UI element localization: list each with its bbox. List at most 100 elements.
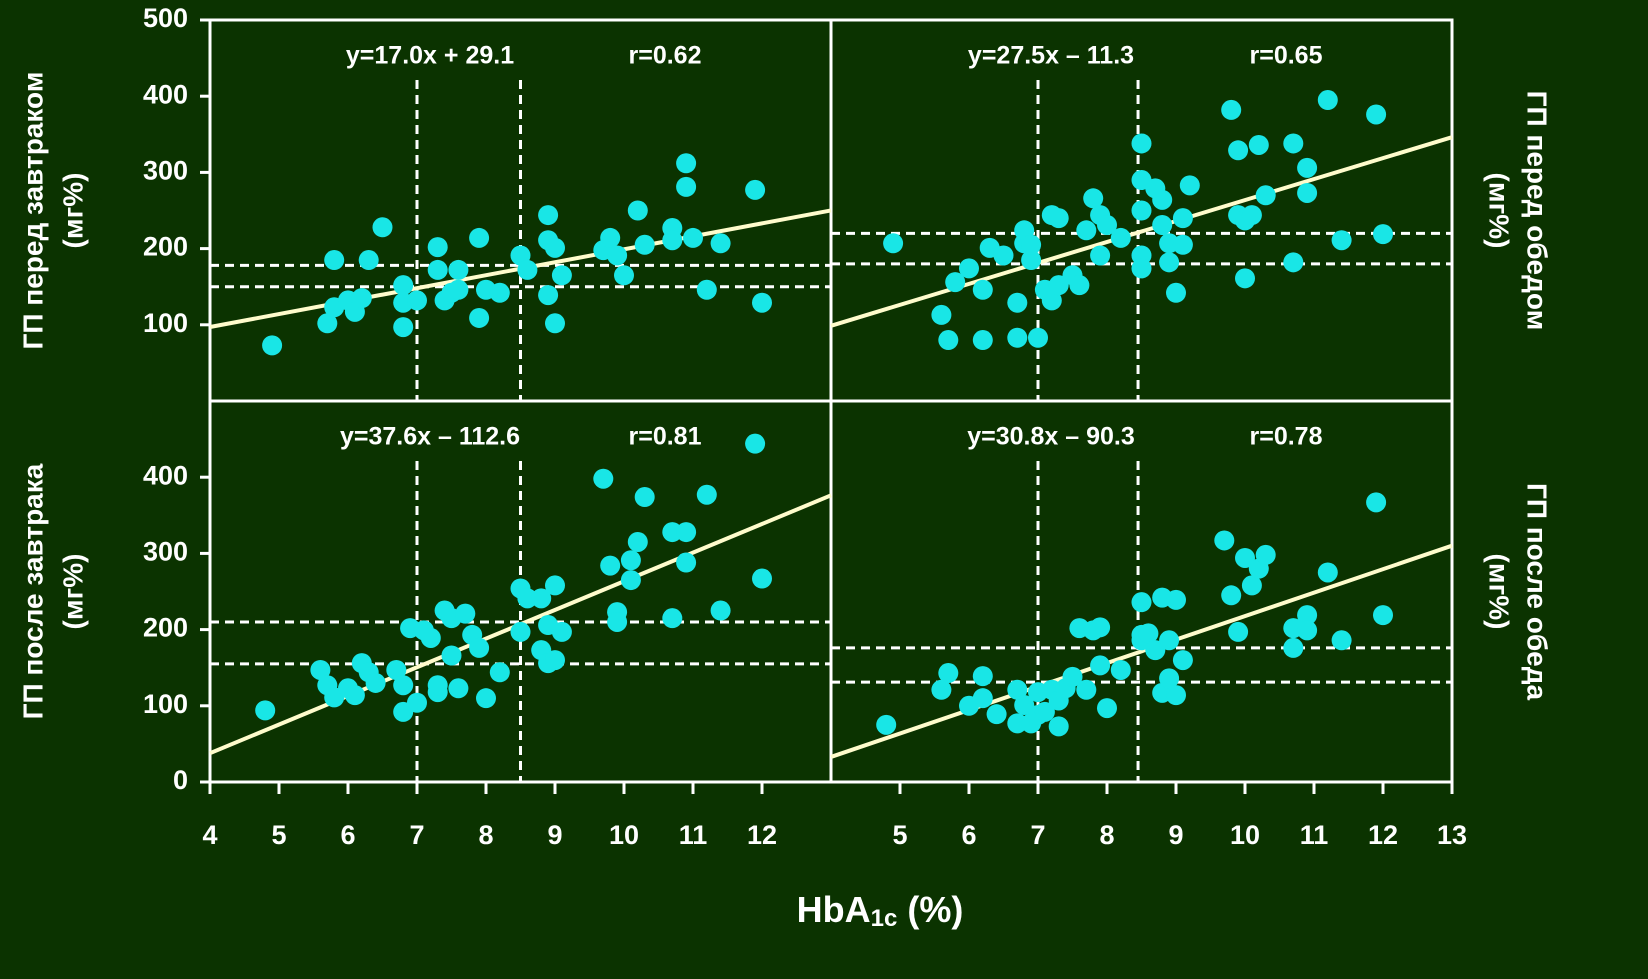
data-point (959, 258, 979, 279)
data-point (1373, 605, 1393, 626)
data-point (931, 304, 952, 325)
data-point (620, 550, 641, 571)
data-point (1248, 134, 1269, 155)
x-tick-label: 12 (1368, 820, 1398, 850)
data-point (420, 627, 441, 648)
data-point (662, 230, 683, 251)
data-point (634, 234, 655, 255)
y-axis-unit: (мг%) (57, 554, 88, 630)
data-point (469, 637, 490, 658)
data-point (1048, 208, 1069, 229)
x-tick-label: 5 (892, 820, 907, 850)
data-point (393, 675, 414, 696)
x-tick-label: 8 (478, 820, 493, 850)
data-point (593, 468, 614, 489)
data-point (1283, 133, 1304, 154)
data-point (1366, 492, 1387, 513)
data-point (365, 672, 386, 693)
data-point (972, 330, 993, 351)
data-point (752, 568, 772, 589)
data-point (469, 227, 490, 248)
data-point (676, 522, 697, 543)
data-point (255, 700, 276, 721)
y-tick-label: 300 (143, 537, 188, 567)
data-point (1283, 252, 1304, 273)
data-point (614, 265, 634, 286)
data-point (1007, 679, 1028, 700)
y-tick-label: 100 (143, 689, 188, 719)
data-point (1159, 668, 1180, 689)
correlation: r=0.65 (1250, 42, 1323, 70)
data-point (627, 531, 648, 552)
data-point (972, 279, 993, 300)
data-point (1007, 713, 1028, 734)
correlation: r=0.62 (629, 42, 702, 70)
data-point (676, 153, 697, 174)
equation: y=27.5x – 11.3 (968, 42, 1134, 70)
data-point (1172, 208, 1193, 229)
data-point (393, 275, 414, 296)
data-point (1166, 685, 1186, 706)
y-tick-label: 200 (143, 232, 188, 262)
data-point (469, 307, 490, 328)
data-point (752, 292, 772, 313)
data-point (676, 176, 697, 197)
data-point (1041, 290, 1062, 311)
data-point (634, 487, 655, 508)
data-point (1241, 575, 1262, 596)
data-point (1317, 562, 1338, 583)
data-point (372, 217, 393, 238)
data-point (358, 250, 379, 271)
data-point (1283, 637, 1304, 658)
x-tick-label: 11 (679, 820, 708, 850)
data-point (1152, 214, 1173, 235)
data-point (427, 237, 448, 258)
x-tick-label: 7 (409, 820, 424, 850)
data-point (407, 290, 427, 311)
y-tick-label: 0 (173, 765, 188, 795)
data-point (386, 659, 407, 680)
x-tick-label: 6 (340, 820, 355, 850)
data-point (1255, 544, 1276, 565)
x-tick-label: 10 (609, 820, 639, 850)
x-axis-label: HbA1c (%) (797, 889, 964, 933)
x-tick-label: 5 (271, 820, 286, 850)
x-tick-label: 9 (547, 820, 562, 850)
data-point (1090, 655, 1111, 676)
data-point (876, 714, 897, 735)
data-point (1110, 227, 1131, 248)
data-point (1131, 592, 1152, 613)
y-axis-label: ГП после обеда (1522, 483, 1553, 701)
data-point (1331, 230, 1352, 251)
data-point (455, 603, 476, 624)
data-point (1235, 268, 1255, 289)
data-point (1228, 621, 1249, 642)
data-point (1331, 630, 1352, 651)
data-point (551, 265, 572, 286)
x-tick-label: 13 (1437, 820, 1467, 850)
data-point (1007, 327, 1028, 348)
data-point (551, 621, 572, 642)
data-point (1366, 104, 1387, 125)
data-point (1131, 258, 1152, 279)
data-point (1007, 292, 1028, 313)
data-point (938, 663, 959, 684)
data-point (1145, 640, 1166, 661)
data-point (1034, 701, 1055, 722)
data-point (1090, 617, 1111, 638)
data-point (1048, 275, 1069, 296)
y-axis-unit: (мг%) (57, 173, 88, 249)
data-point (1131, 133, 1152, 154)
data-point (1297, 182, 1318, 203)
data-point (710, 600, 731, 621)
data-point (986, 704, 1007, 725)
data-point (1076, 679, 1097, 700)
data-point (1241, 205, 1262, 226)
data-point (1097, 698, 1117, 719)
data-point (1235, 547, 1255, 568)
data-point (696, 279, 717, 300)
data-point (972, 688, 993, 709)
data-point (1097, 214, 1117, 235)
data-point (1172, 234, 1193, 255)
